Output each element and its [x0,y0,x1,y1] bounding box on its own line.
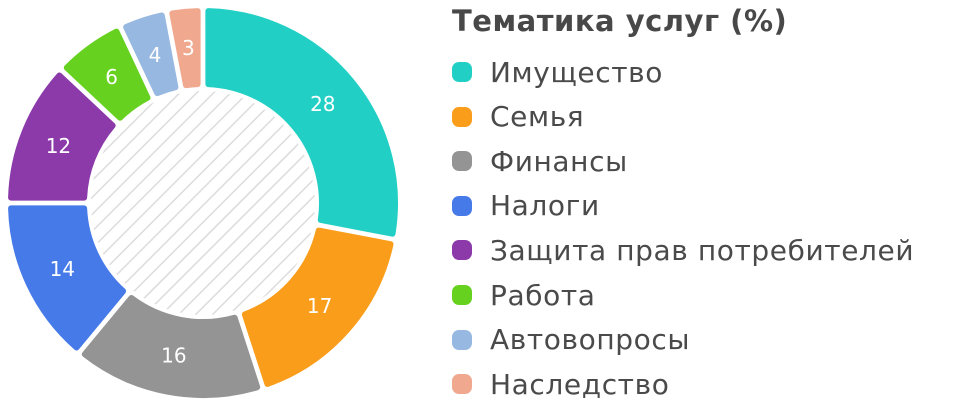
legend-label: Имущество [490,55,663,89]
slice-label: 12 [46,134,71,158]
slice-5 [63,28,151,121]
donut-hole-hatch [91,91,315,315]
slice-label: 3 [182,36,195,60]
slice-label: 17 [307,294,332,318]
legend-label: Налоги [490,189,600,223]
legend-item: Финансы [452,141,628,181]
legend-swatch [452,151,472,172]
legend-item: Автовопросы [452,320,690,360]
legend-swatch [452,106,472,127]
legend-swatch [452,240,472,261]
legend-item: Защита прав потребителей [452,230,914,270]
legend-swatch [452,329,472,350]
legend-item: Имущество [452,52,663,92]
slice-0 [205,8,398,237]
slice-1 [241,227,394,387]
slice-6 [123,12,179,97]
slice-4 [8,72,116,201]
chart-title: Тематика услуг (%) [452,4,788,38]
legend-label: Наследство [490,367,670,401]
slice-label: 16 [161,344,186,368]
slice-7 [169,8,201,89]
slice-label: 14 [50,257,75,281]
legend-label: Семья [490,100,585,134]
legend-swatch [452,374,472,395]
donut-chart: 28 17 16 14 12 6 4 3 [8,8,398,398]
slice-2 [81,295,261,398]
legend-label: Автовопросы [490,323,691,357]
legend-label: Финансы [490,144,628,178]
legend-item: Налоги [452,186,600,226]
legend-item: Работа [452,275,596,315]
slice-label: 4 [149,43,162,67]
slice-label: 28 [310,92,335,116]
legend-swatch [452,195,472,216]
legend-label: Защита прав потребителей [490,233,915,267]
legend-item: Наследство [452,364,669,404]
legend-swatch [452,285,472,305]
legend-swatch [452,62,472,82]
legend-label: Работа [490,278,596,312]
slice-3 [8,205,127,351]
slice-label: 6 [105,65,118,89]
legend-item: Семья [452,97,584,137]
